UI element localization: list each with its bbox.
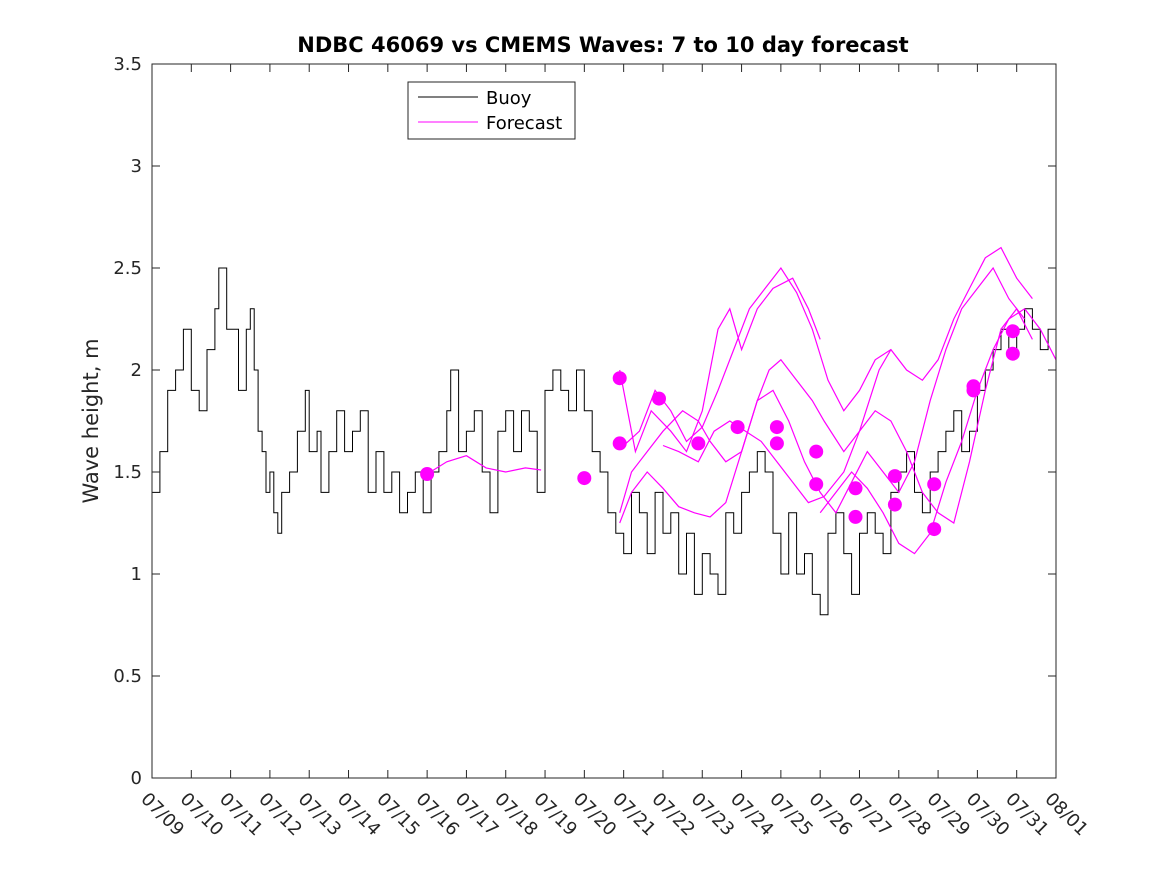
y-tick-label: 3 [131, 156, 142, 177]
legend-label-forecast: Forecast [486, 113, 562, 134]
plot-frame [151, 63, 1057, 779]
forecast-marker [577, 471, 592, 486]
forecast-marker [887, 469, 902, 484]
plot-background [152, 64, 1056, 778]
series-line-forecast-1 [619, 277, 821, 454]
y-axis-label: Wave height, m [79, 338, 103, 503]
forecast-marker [691, 436, 706, 451]
forecast-marker [1005, 346, 1020, 361]
series-line-forecast-5 [662, 307, 1033, 524]
y-tick-label: 0.5 [113, 666, 142, 687]
forecast-marker [420, 467, 435, 481]
y-axis-ticks: 0 0.5 1 1.5 2 2.5 3 3.5 [113, 54, 1056, 789]
y-tick-label: 3.5 [113, 54, 142, 75]
forecast-marker [927, 522, 942, 537]
series-line-forecast-6 [819, 307, 1057, 555]
forecast-marker [769, 420, 784, 435]
series-line-buoy [152, 267, 1057, 616]
legend-box [407, 81, 576, 140]
series-line-forecast-4 [619, 266, 1026, 524]
plot-area [152, 64, 1056, 778]
y-tick-label: 2.5 [113, 258, 142, 279]
forecast-marker [927, 477, 942, 492]
forecast-marker [848, 481, 863, 496]
y-tick-label: 1 [131, 564, 142, 585]
y-tick-label: 1.5 [113, 462, 142, 483]
forecast-marker [966, 383, 981, 398]
forecast-marker [887, 497, 902, 512]
chart-title: NDBC 46069 vs CMEMS Waves: 7 to 10 day f… [297, 33, 908, 57]
forecast-marker [769, 436, 784, 451]
forecast-marker [730, 420, 745, 435]
legend: Buoy Forecast [407, 81, 576, 140]
forecast-marker [1005, 324, 1020, 339]
forecast-marker [612, 371, 627, 386]
series-layer [152, 246, 1057, 616]
y-tick-label: 2 [131, 360, 142, 381]
forecast-marker [809, 477, 824, 492]
legend-label-buoy: Buoy [486, 88, 532, 109]
forecast-marker [809, 444, 824, 459]
forecast-marker [612, 436, 627, 451]
forecast-marker [652, 391, 666, 406]
series-line-forecast-3 [623, 246, 1033, 446]
forecast-marker [848, 509, 863, 524]
marker-layer [420, 324, 1020, 537]
y-tick-label: 0 [131, 768, 142, 789]
series-line-forecast-0 [426, 455, 542, 475]
